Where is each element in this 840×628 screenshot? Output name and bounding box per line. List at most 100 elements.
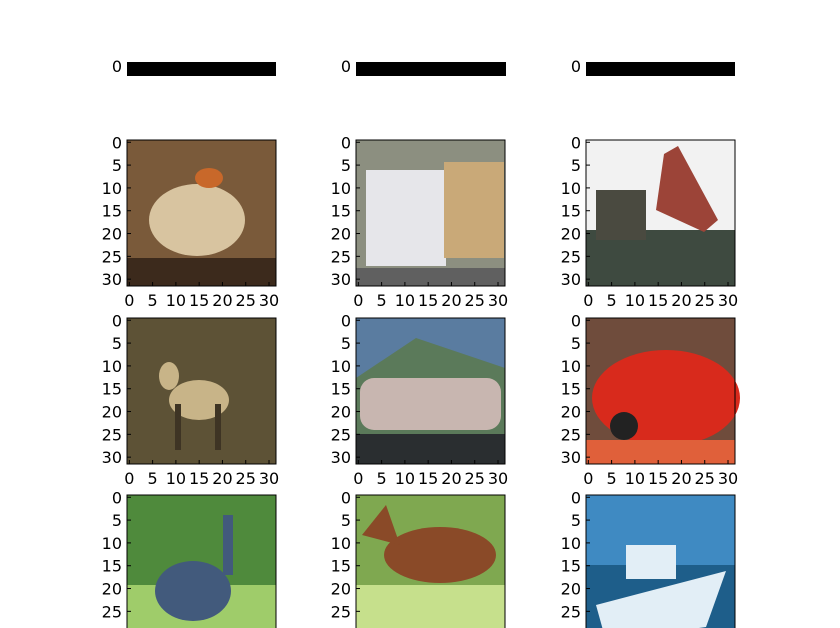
y-tick-label: 10 [102, 179, 122, 198]
horse-image [356, 495, 505, 628]
y-tick-label: 10 [561, 534, 581, 553]
y-tick-label: 0 [571, 311, 581, 330]
y-tick-label: 15 [561, 380, 581, 399]
y-tick-label: 5 [112, 511, 122, 530]
x-tick-label: 10 [395, 469, 415, 488]
y-tick-label: 0 [571, 488, 581, 507]
y-tick-label: 15 [331, 202, 351, 221]
top-bar-right: 0 [571, 57, 735, 76]
y-tick-label: 10 [102, 534, 122, 553]
deer-image [127, 318, 276, 464]
x-tick-label: 20 [441, 291, 461, 310]
y-tick-label: 5 [571, 156, 581, 175]
collapsed-axis-bar [127, 62, 276, 76]
y-tick-label: 20 [102, 403, 122, 422]
y-tick-label: 15 [102, 557, 122, 576]
x-tick-label: 5 [377, 291, 387, 310]
x-tick-label: 5 [607, 469, 617, 488]
y-tick-label: 25 [102, 247, 122, 266]
x-tick-label: 0 [583, 291, 593, 310]
y-tick-label: 5 [341, 511, 351, 530]
x-tick-label: 30 [488, 469, 508, 488]
y-tick-label: 0 [341, 57, 351, 76]
axes-frame [126, 139, 277, 287]
x-tick-label: 10 [625, 469, 645, 488]
y-tick-label: 15 [561, 202, 581, 221]
car-image [356, 318, 505, 464]
x-tick-label: 15 [418, 469, 438, 488]
y-tick-label: 25 [561, 602, 581, 621]
collapsed-axis-bar [356, 62, 506, 76]
x-tick-label: 10 [166, 469, 186, 488]
y-tick-label: 20 [561, 580, 581, 599]
y-tick-label: 15 [102, 380, 122, 399]
y-tick-label: 20 [561, 225, 581, 244]
top-bar-left: 0 [112, 57, 276, 76]
x-tick-label: 0 [583, 469, 593, 488]
y-tick-label: 5 [112, 334, 122, 353]
y-tick-label: 0 [341, 311, 351, 330]
x-tick-label: 0 [353, 291, 363, 310]
x-tick-label: 20 [671, 291, 691, 310]
y-tick-label: 10 [331, 534, 351, 553]
y-tick-label: 25 [331, 602, 351, 621]
car-image [586, 318, 740, 464]
y-tick-label: 10 [331, 357, 351, 376]
y-tick-label: 30 [331, 625, 351, 628]
y-tick-label: 10 [102, 357, 122, 376]
truck-image [356, 140, 505, 286]
axes-frame [355, 317, 506, 465]
x-tick-label: 25 [236, 469, 256, 488]
y-tick-label: 20 [102, 225, 122, 244]
y-tick-label: 20 [561, 403, 581, 422]
y-tick-label: 25 [561, 425, 581, 444]
y-tick-label: 5 [112, 156, 122, 175]
y-tick-label: 30 [102, 448, 122, 467]
y-tick-label: 20 [102, 580, 122, 599]
x-tick-label: 10 [625, 291, 645, 310]
x-tick-label: 25 [465, 291, 485, 310]
y-tick-label: 10 [561, 179, 581, 198]
y-tick-label: 15 [561, 557, 581, 576]
bird-image [127, 495, 276, 628]
x-tick-label: 0 [353, 469, 363, 488]
y-tick-label: 0 [112, 488, 122, 507]
y-tick-label: 25 [561, 247, 581, 266]
y-tick-label: 0 [341, 133, 351, 152]
truck-image [586, 140, 735, 286]
y-tick-label: 30 [561, 448, 581, 467]
top-row: 0 0 0 [112, 57, 735, 76]
x-tick-label: 25 [465, 469, 485, 488]
axes-frame [355, 139, 506, 287]
x-tick-label: 5 [148, 469, 158, 488]
x-tick-label: 15 [189, 469, 209, 488]
x-tick-label: 25 [695, 469, 715, 488]
y-tick-label: 15 [331, 557, 351, 576]
y-tick-label: 20 [331, 403, 351, 422]
y-tick-label: 30 [331, 448, 351, 467]
x-tick-label: 10 [395, 291, 415, 310]
y-tick-label: 0 [112, 133, 122, 152]
x-tick-label: 20 [212, 291, 232, 310]
x-tick-label: 5 [148, 291, 158, 310]
x-tick-label: 5 [377, 469, 387, 488]
y-tick-label: 30 [102, 270, 122, 289]
x-tick-label: 15 [648, 469, 668, 488]
y-tick-label: 20 [331, 225, 351, 244]
y-tick-label: 0 [112, 311, 122, 330]
y-tick-label: 10 [561, 357, 581, 376]
y-tick-label: 30 [102, 625, 122, 628]
axes-frame [355, 494, 506, 628]
x-tick-label: 0 [124, 291, 134, 310]
ship-image [586, 495, 735, 628]
top-bar-middle: 0 [341, 57, 506, 76]
x-tick-label: 10 [166, 291, 186, 310]
axes-frame [126, 317, 277, 465]
x-tick-label: 30 [259, 469, 279, 488]
x-tick-label: 20 [441, 469, 461, 488]
x-tick-label: 0 [124, 469, 134, 488]
y-tick-label: 20 [331, 580, 351, 599]
